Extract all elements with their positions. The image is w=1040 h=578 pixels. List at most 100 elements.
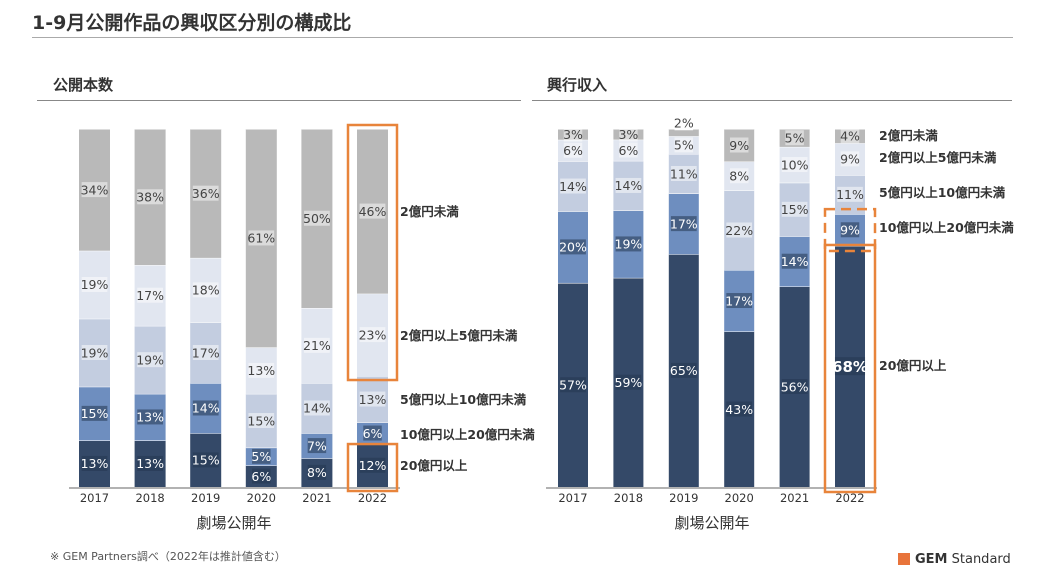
data-label-over20-2018: 59% xyxy=(615,375,643,390)
data-label-bg xyxy=(248,230,275,246)
data-label-bg xyxy=(726,401,753,417)
bar-under2-2017 xyxy=(558,129,588,140)
data-label-bg xyxy=(81,405,108,421)
data-label-2to5-2018: 6% xyxy=(618,143,638,158)
data-label-bg xyxy=(81,345,108,360)
bar-under2-2020 xyxy=(245,129,277,348)
bar-2to5-2018 xyxy=(613,139,644,161)
data-label-bg xyxy=(781,157,808,173)
data-label-bg xyxy=(563,126,583,142)
bar-5to10-2018 xyxy=(613,160,644,211)
bar-2to5-2019 xyxy=(668,136,699,155)
data-label-bg xyxy=(248,413,275,429)
x-tick-label-2020: 2020 xyxy=(725,491,754,505)
data-label-bg xyxy=(192,282,219,298)
data-label-bg xyxy=(840,222,860,238)
data-label-bg xyxy=(192,185,219,201)
bar-5to10-2020 xyxy=(724,190,755,271)
data-label-2to5-2017: 6% xyxy=(563,143,583,158)
data-label-bg xyxy=(560,239,586,255)
bar-5to10-2017 xyxy=(558,161,588,212)
data-label-over20-2022: 68% xyxy=(832,358,868,376)
bar-2to5-2021 xyxy=(301,308,333,384)
legend-label-over20: 20億円以上 xyxy=(400,458,468,473)
bar-2to5-2020 xyxy=(245,347,277,394)
data-label-5to10-2018: 14% xyxy=(615,178,643,193)
legend-label-10to20: 10億円以上20億円未満 xyxy=(879,220,1014,235)
data-label-5to10-2017: 19% xyxy=(81,345,109,360)
footnote: ※ GEM Partners調べ（2022年は推計値含む） xyxy=(50,550,286,563)
right-chart: 57%20%14%6%3%201759%19%14%6%3%201865%17%… xyxy=(546,115,1014,532)
data-label-bg xyxy=(670,216,697,232)
x-tick-label-2020: 2020 xyxy=(247,491,276,505)
data-label-10to20-2019: 14% xyxy=(192,401,220,416)
left-chart-divider xyxy=(37,100,521,101)
bar-5to10-2022 xyxy=(357,376,388,423)
data-label-bg xyxy=(781,379,808,395)
data-label-over20-2018: 13% xyxy=(136,456,164,471)
data-label-bg xyxy=(363,425,382,441)
x-tick-label-2021: 2021 xyxy=(302,491,331,505)
data-label-bg xyxy=(137,287,163,303)
data-label-bg xyxy=(137,189,163,205)
bar-5to10-2017 xyxy=(79,318,110,387)
left-chart-title: 公開本数 xyxy=(53,76,114,94)
data-label-5to10-2019: 11% xyxy=(670,166,698,181)
legend-label-5to10: 5億円以上10億円未満 xyxy=(400,392,527,407)
data-label-bg xyxy=(192,400,219,416)
bar-5to10-2019 xyxy=(668,154,699,194)
data-label-bg xyxy=(726,222,753,238)
data-label-10to20-2017: 20% xyxy=(559,240,587,255)
data-label-bg xyxy=(729,137,749,153)
data-label-under2-2022: 4% xyxy=(840,129,860,144)
data-label-over20-2022: 12% xyxy=(359,458,387,473)
highlight-box xyxy=(823,243,877,494)
highlight-box xyxy=(346,123,399,382)
data-label-2to5-2019: 5% xyxy=(674,138,694,153)
x-tick-label-2019: 2019 xyxy=(191,491,220,505)
bar-2to5-2017 xyxy=(79,250,110,319)
logo-text: GEM Standard xyxy=(915,551,1011,567)
x-tick-label-2017: 2017 xyxy=(558,491,587,505)
data-label-bg xyxy=(304,337,330,353)
data-label-bg xyxy=(670,362,697,378)
legend-label-under2: 2億円未満 xyxy=(879,128,938,143)
data-label-under2-2018: 3% xyxy=(618,127,638,142)
data-label-bg xyxy=(307,464,327,480)
data-label-bg xyxy=(252,448,271,464)
data-label-5to10-2021: 15% xyxy=(781,202,809,217)
x-tick-label-2021: 2021 xyxy=(780,491,809,505)
data-label-10to20-2019: 17% xyxy=(670,216,698,231)
data-label-bg xyxy=(670,166,697,181)
bar-under2-2020 xyxy=(724,129,755,162)
data-label-bg xyxy=(81,276,108,292)
data-label-bg xyxy=(359,327,386,343)
bar-under2-2019 xyxy=(668,129,699,137)
data-label-bg xyxy=(304,210,330,226)
data-label-under2-2018: 38% xyxy=(136,190,164,205)
data-label-bg xyxy=(781,201,808,217)
data-label-2to5-2021: 10% xyxy=(781,157,809,172)
data-label-5to10-2018: 19% xyxy=(136,352,164,367)
data-label-bg xyxy=(840,128,860,144)
legend-label-10to20: 10億円以上20億円未満 xyxy=(400,427,535,442)
data-label-bg xyxy=(729,168,749,184)
gem-standard-logo: GEM Standard xyxy=(898,550,1011,568)
bar-under2-2022 xyxy=(357,129,388,294)
highlight-box xyxy=(823,207,877,253)
data-label-bg xyxy=(560,178,586,194)
bar-5to10-2021 xyxy=(301,383,333,434)
bar-2to5-2021 xyxy=(779,146,810,183)
bar-5to10-2022 xyxy=(835,175,865,215)
bar-2to5-2017 xyxy=(558,139,588,162)
legend-label-over20: 20億円以上 xyxy=(879,358,947,373)
data-label-bg xyxy=(837,186,863,202)
data-label-under2-2021: 5% xyxy=(785,130,805,145)
data-label-under2-2021: 50% xyxy=(303,211,331,226)
data-label-2to5-2019: 18% xyxy=(192,283,220,298)
data-label-bg xyxy=(359,391,386,407)
data-label-bg xyxy=(560,377,586,393)
x-tick-label-2022: 2022 xyxy=(835,491,864,505)
highlight-box xyxy=(346,442,399,493)
